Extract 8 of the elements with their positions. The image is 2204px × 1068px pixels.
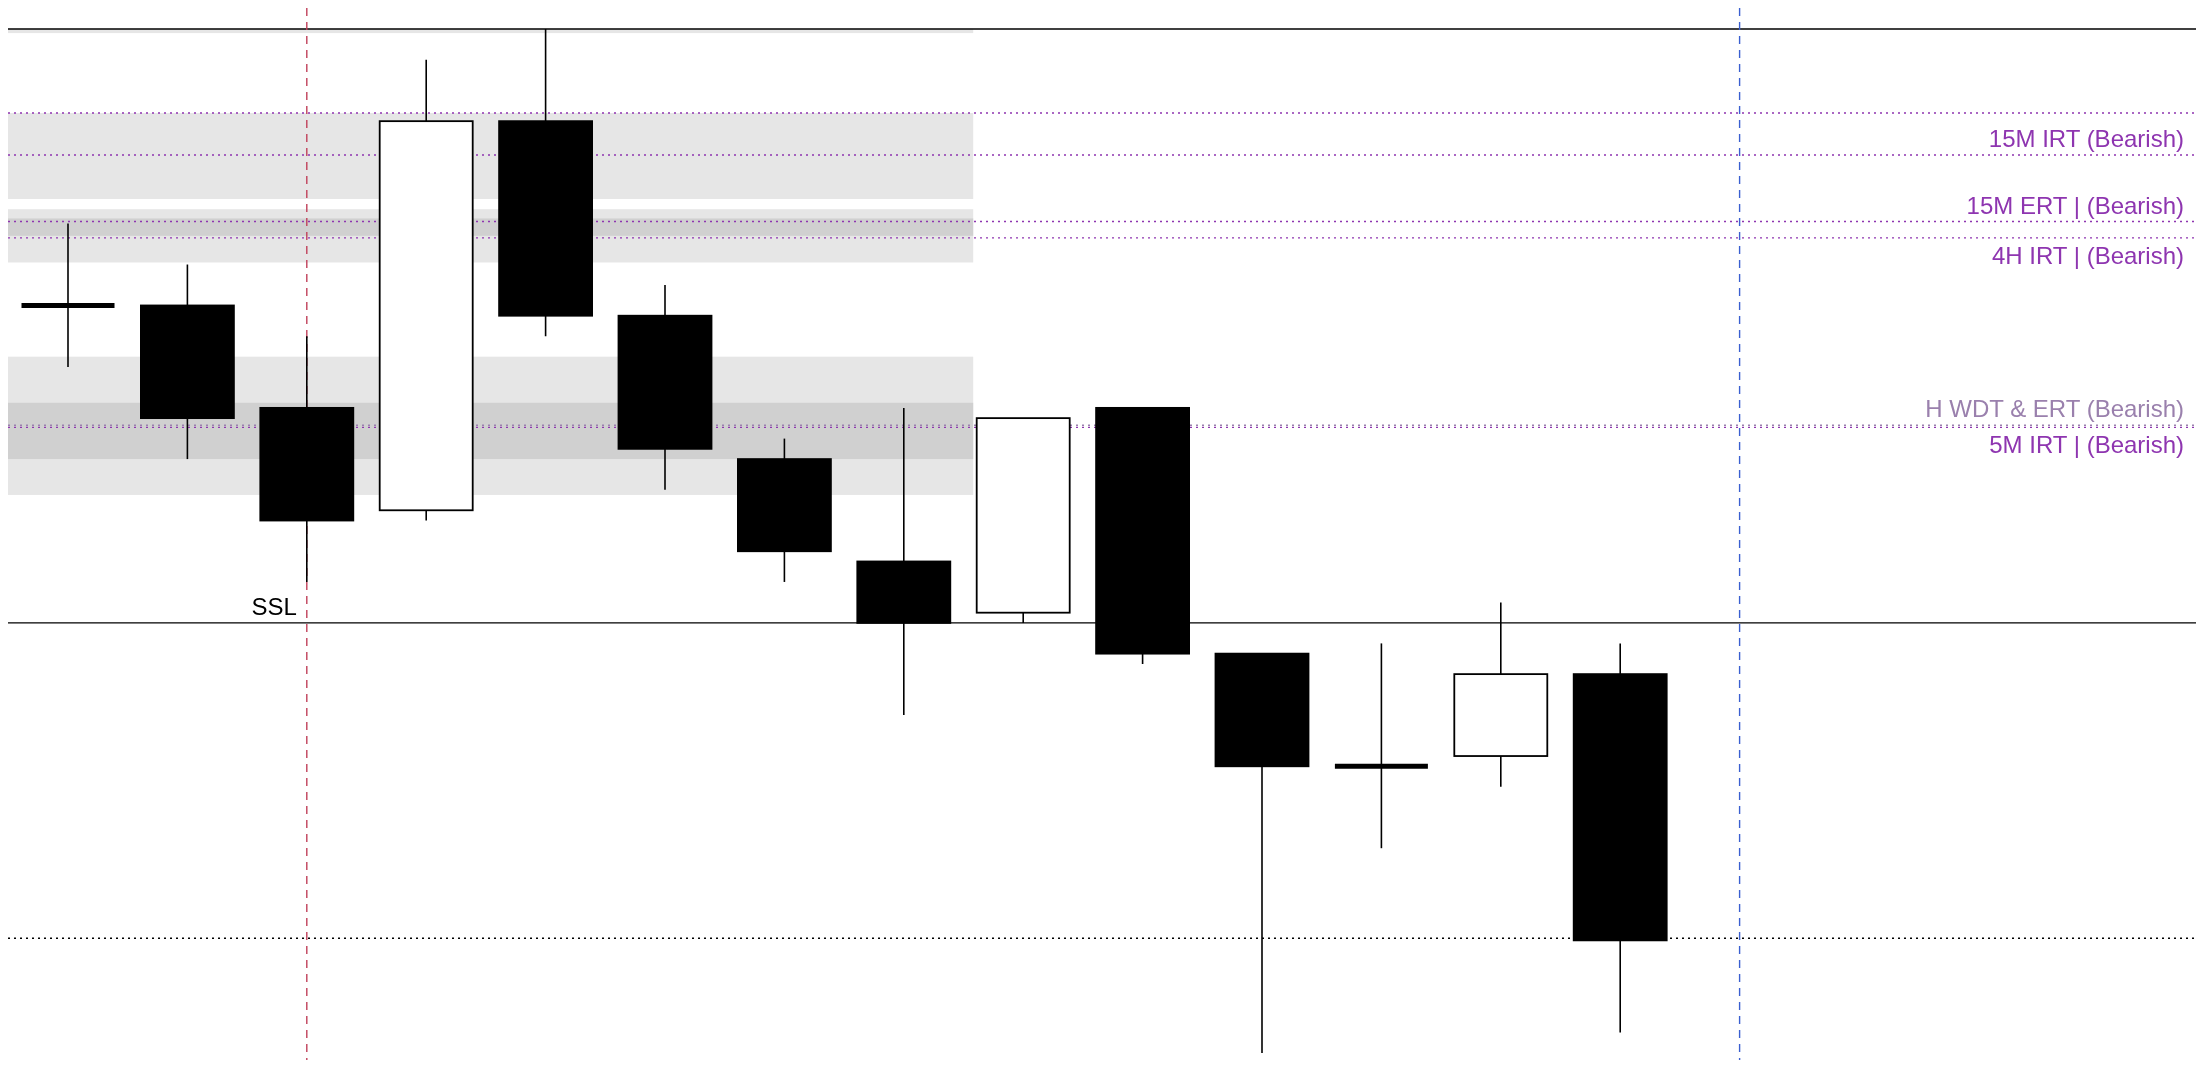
candlestick bbox=[1334, 642, 1428, 849]
ref-line-label: 4H IRT | (Bearish) bbox=[1991, 241, 2184, 269]
ref-line-label: 5M IRT | (Bearish) bbox=[1989, 431, 2184, 459]
ref-line-label: 15M ERT | (Bearish) bbox=[1966, 191, 2184, 219]
ref-line-label: H WDT & ERT (Bearish) bbox=[1925, 395, 2184, 423]
candlestick bbox=[21, 222, 115, 368]
ref-line-label: SSL bbox=[251, 592, 297, 620]
ref-line-label: 15M IRT (Bearish) bbox=[1988, 124, 2184, 152]
